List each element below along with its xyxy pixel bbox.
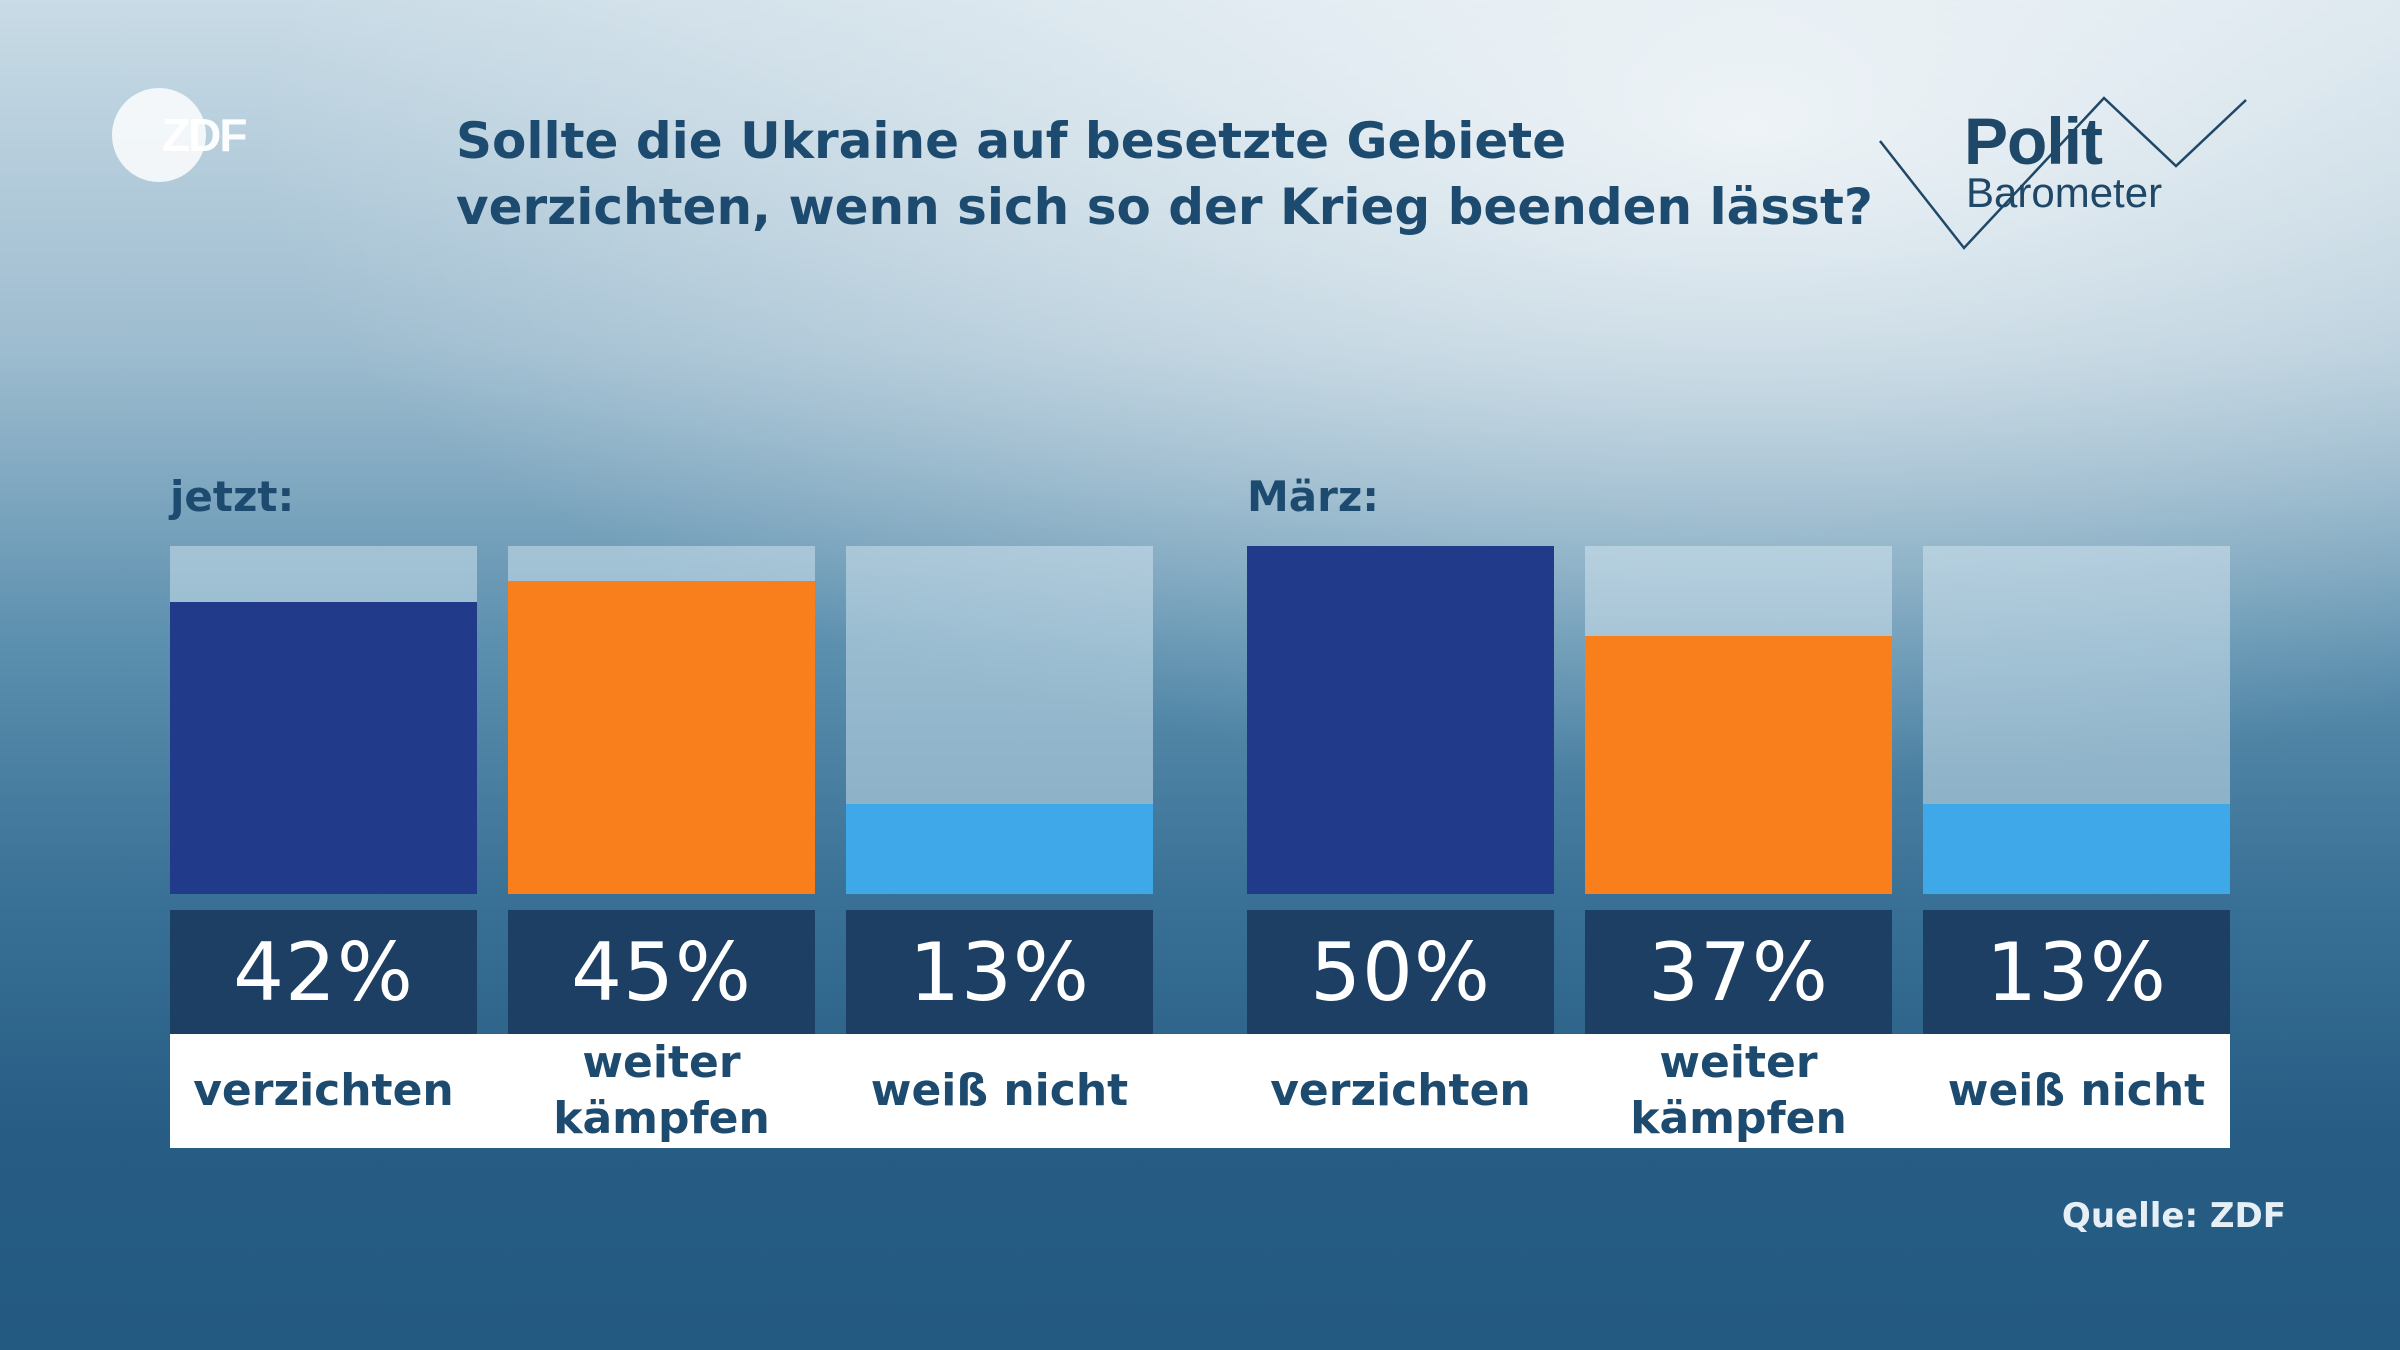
politbarometer-logo: Polit Barometer xyxy=(1876,96,2256,256)
bar-verzichten xyxy=(170,602,477,894)
bar-track xyxy=(846,546,1153,894)
category-label: weiter kämpfen xyxy=(508,1034,815,1148)
brand-line-1: Polit xyxy=(1964,104,2103,178)
value-label: 42% xyxy=(170,910,477,1034)
category-label: weiß nicht xyxy=(1923,1034,2230,1148)
zdf-logo: ZDF xyxy=(112,88,272,182)
bar-track xyxy=(1247,546,1554,894)
category-label: verzichten xyxy=(1247,1034,1554,1148)
category-label-text: verzichten xyxy=(1270,1065,1531,1116)
bar-verzichten xyxy=(1247,546,1554,894)
bar-track xyxy=(1585,546,1892,894)
category-label-text: weiß nicht xyxy=(1947,1065,2206,1116)
bar-track xyxy=(1923,546,2230,894)
bar-weiss-nicht xyxy=(1923,804,2230,894)
bar-weiter-kaempfen xyxy=(508,581,815,894)
value-label: 50% xyxy=(1247,910,1554,1034)
value-label: 13% xyxy=(846,910,1153,1034)
title-line-1: Sollte die Ukraine auf besetzte Gebiete xyxy=(456,112,1567,170)
value-label: 37% xyxy=(1585,910,1892,1034)
bar-track xyxy=(508,546,815,894)
value-label: 45% xyxy=(508,910,815,1034)
bar-weiter-kaempfen xyxy=(1585,636,1892,894)
source-note: Quelle: ZDF xyxy=(2061,1196,2286,1236)
title-line-2: verzichten, wenn sich so der Krieg beend… xyxy=(456,178,1873,236)
category-label: weiter kämpfen xyxy=(1585,1034,1892,1148)
category-label-text: weiß nicht xyxy=(870,1065,1129,1116)
value-label: 13% xyxy=(1923,910,2230,1034)
category-label-text: weiter kämpfen xyxy=(553,1037,770,1144)
category-label-text: verzichten xyxy=(193,1065,454,1116)
category-label-text: weiter kämpfen xyxy=(1630,1037,1847,1144)
bar-weiss-nicht xyxy=(846,804,1153,894)
logo-text: ZDF xyxy=(162,109,247,161)
chart-title: Sollte die Ukraine auf besetzte Gebiete … xyxy=(456,108,1873,240)
category-label: weiß nicht xyxy=(846,1034,1153,1148)
brand-line-2: Barometer xyxy=(1966,169,2163,216)
category-label: verzichten xyxy=(170,1034,477,1148)
group-label: März: xyxy=(1247,472,1380,521)
category-label-row xyxy=(170,1034,2230,1148)
bar-track xyxy=(170,546,477,894)
zigzag-line-icon xyxy=(1879,96,2247,250)
group-label: jetzt: xyxy=(170,472,295,521)
logo-disc xyxy=(112,88,206,182)
